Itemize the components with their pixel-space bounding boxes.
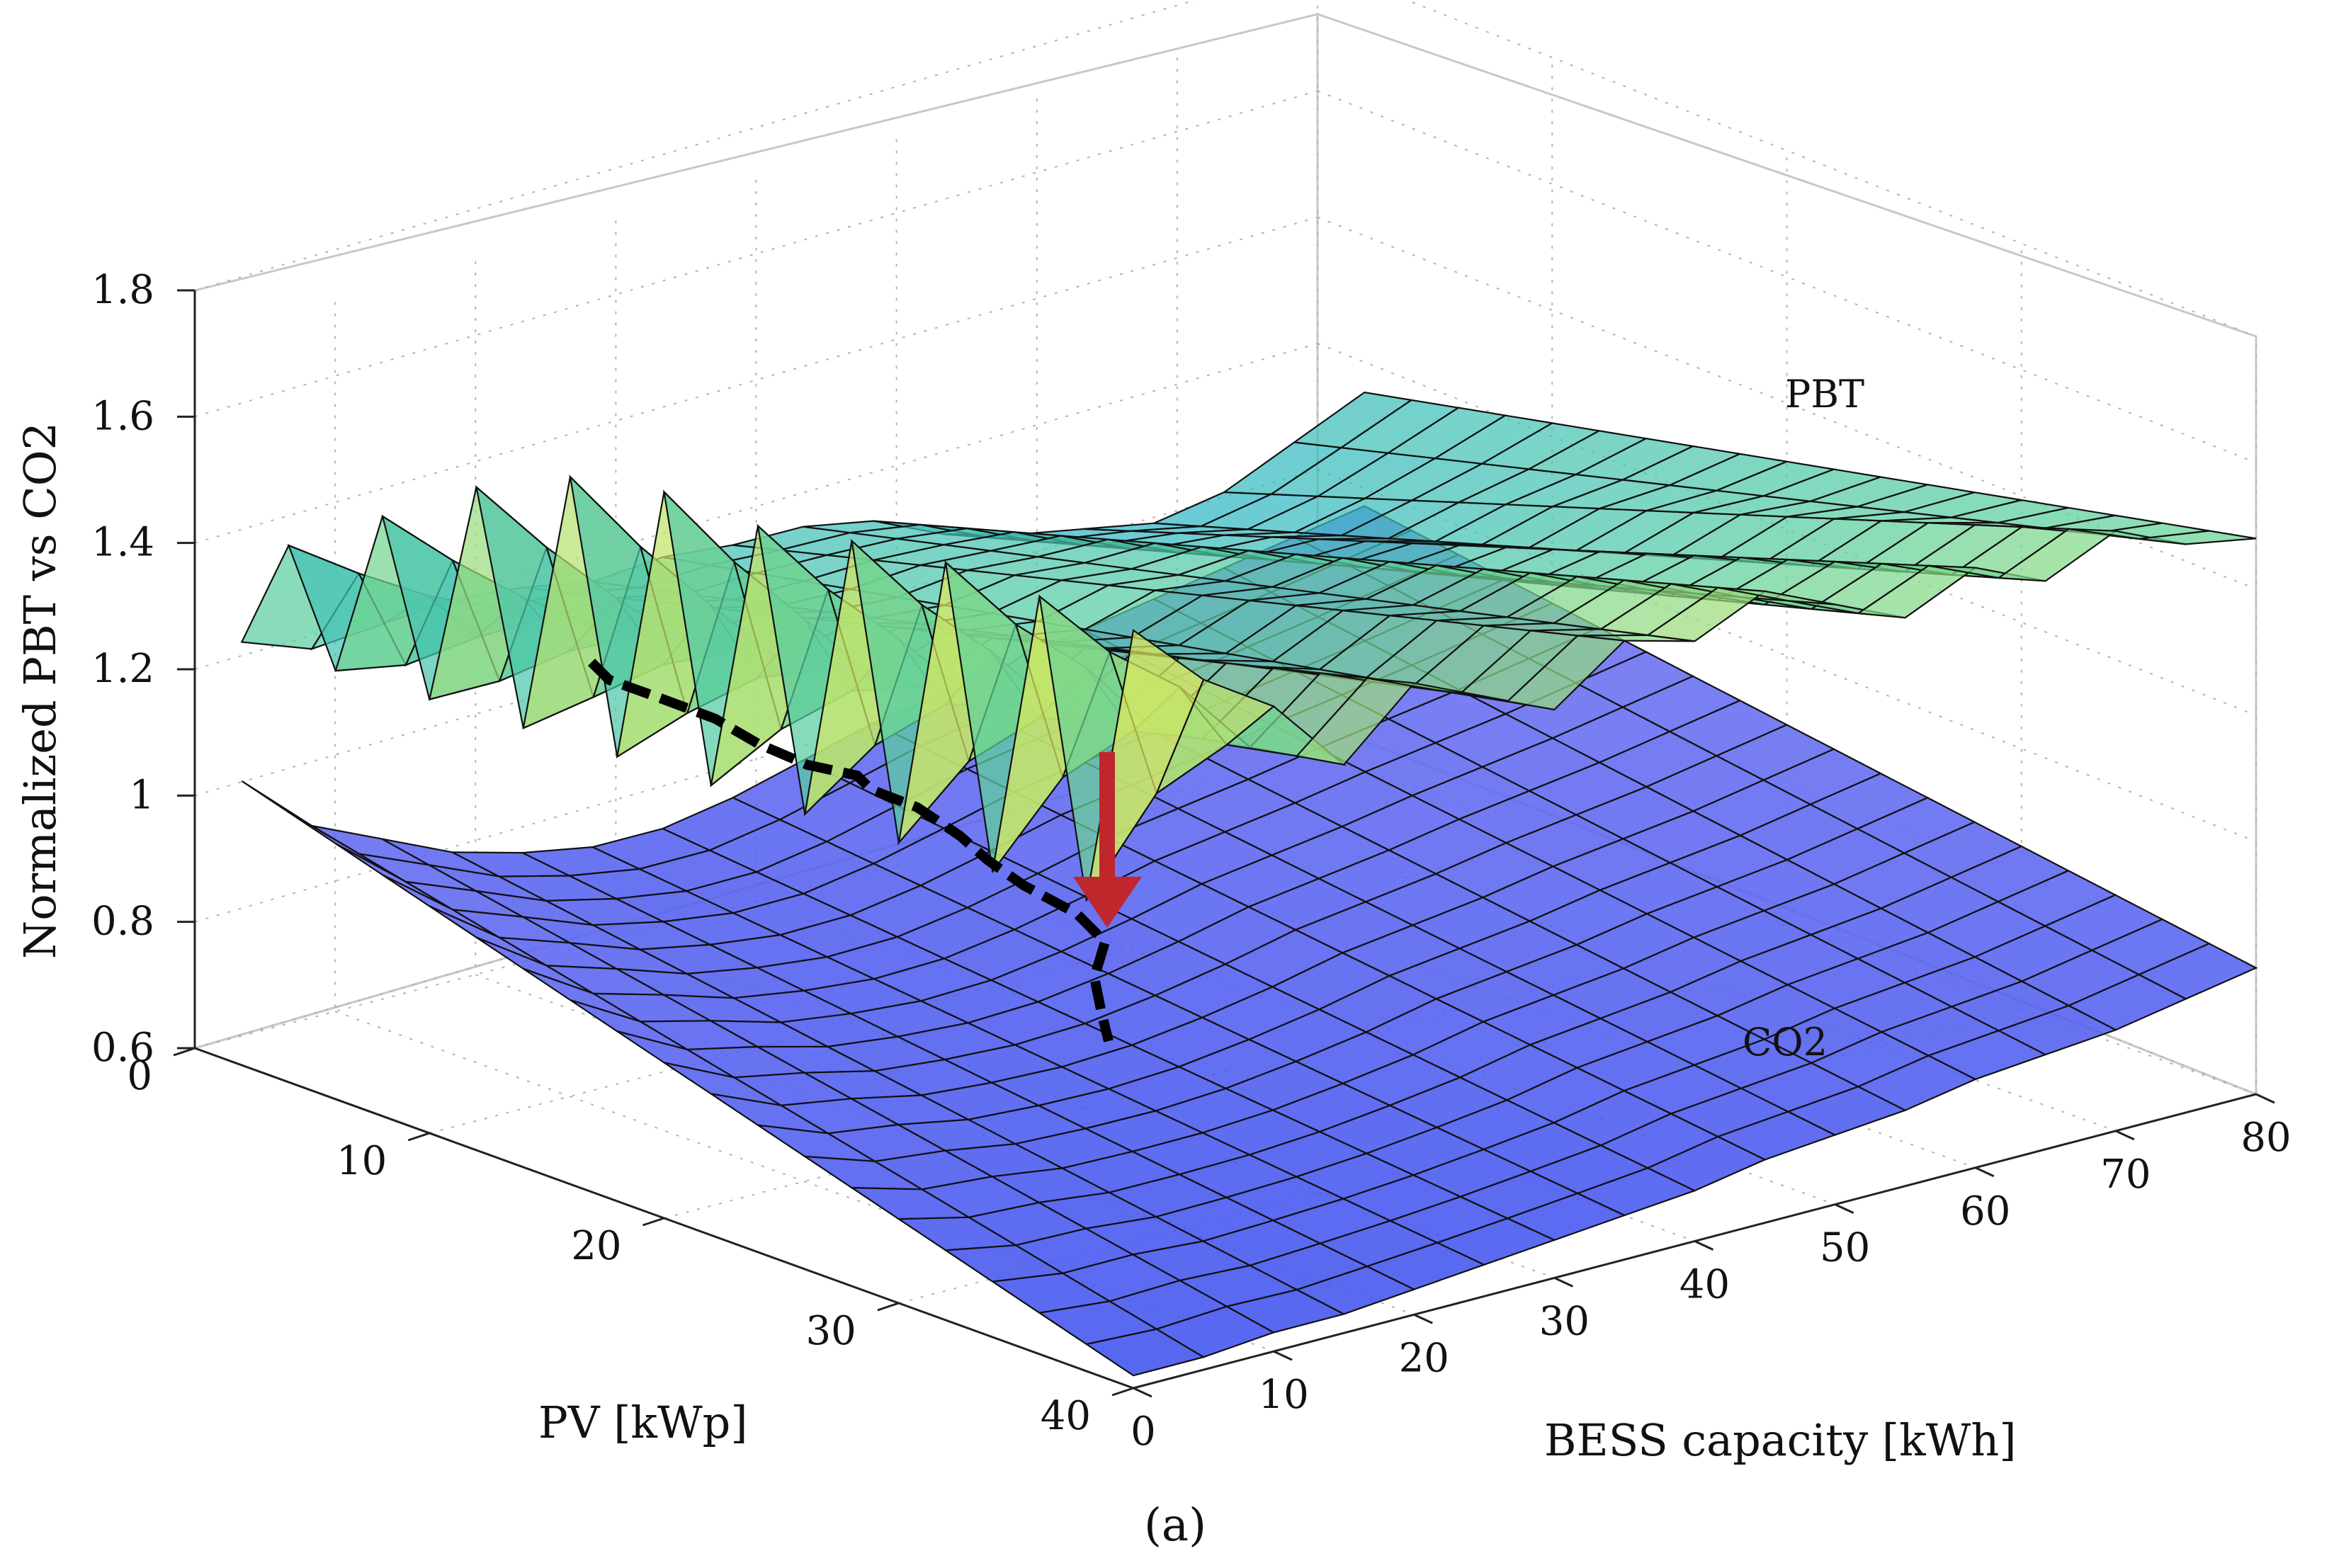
grid-line-z — [194, 90, 1318, 418]
grid-line-z — [194, 0, 1199, 291]
pv-tick-label: 10 — [336, 1138, 387, 1184]
pv-tick — [173, 1047, 196, 1057]
z-tick-label: 1.4 — [91, 520, 154, 566]
pv-axis-title: PV [kWp] — [538, 1397, 748, 1448]
bess-axis: 0 10 20 30 40 50 60 70 80 — [1131, 1093, 2291, 1455]
bess-tick-label: 10 — [1258, 1372, 1308, 1418]
grid-line-z — [194, 722, 1318, 1049]
z-axis: 0.6 0.8 1 1.2 1.4 1.6 1.8 — [91, 267, 196, 1071]
grid-line-z — [1317, 90, 2257, 464]
z-tick-label: 1.2 — [91, 646, 154, 692]
z-tick-label: 0.6 — [91, 1025, 154, 1071]
bess-tick — [2115, 1130, 2135, 1141]
pbt-surface-cell — [2138, 530, 2257, 545]
pv-tick-label: 40 — [1041, 1393, 1091, 1439]
bess-tick — [1694, 1240, 1714, 1251]
bess-tick-label: 70 — [2100, 1152, 2151, 1198]
z-tick-label: 1 — [129, 772, 154, 818]
grid-line-z — [194, 469, 1318, 797]
pv-tick — [642, 1217, 664, 1227]
bess-tick-label: 50 — [1820, 1225, 1870, 1271]
bess-tick — [1133, 1387, 1152, 1398]
pv-tick-label: 0 — [127, 1053, 152, 1099]
grid-line-z — [1317, 343, 2257, 716]
grid-line-z — [194, 216, 1318, 544]
pv-tick-label: 20 — [571, 1223, 621, 1269]
bess-tick — [2255, 1093, 2275, 1104]
red-arrow-shaft — [1099, 752, 1115, 883]
floor-grid-bess — [334, 1011, 1274, 1353]
grid-line-z — [1317, 469, 2257, 843]
z-tick-label: 1.8 — [91, 267, 154, 313]
co2-surface-cell — [2137, 943, 2258, 1000]
bess-tick-label: 40 — [1679, 1262, 1730, 1308]
pv-tick — [877, 1302, 900, 1312]
red-arrow — [1073, 752, 1142, 928]
pv-axis: 0 10 20 30 40 — [127, 1047, 1134, 1439]
optimum-dashed-path — [588, 659, 1114, 1043]
bess-tick — [1553, 1277, 1574, 1288]
z-tick-label: 0.8 — [91, 899, 154, 945]
bess-tick-label: 0 — [1131, 1409, 1156, 1455]
z-tick-label: 1.6 — [91, 393, 154, 439]
pv-tick — [407, 1132, 430, 1142]
bess-tick — [1273, 1350, 1293, 1361]
co2-label: CO2 — [1743, 1020, 1828, 1064]
bess-tick — [1413, 1313, 1433, 1324]
bess-tick-label: 60 — [1960, 1188, 2010, 1234]
z-axis-title: Normalized PBT vs CO2 — [14, 422, 66, 959]
bess-axis-title: BESS capacity [kWh] — [1544, 1414, 2017, 1466]
pv-tick-label: 30 — [805, 1308, 856, 1354]
red-arrow-head — [1073, 877, 1142, 928]
bess-tick-label: 80 — [2240, 1115, 2291, 1161]
figure-caption: (a) — [1144, 1499, 1206, 1552]
bess-tick — [1834, 1203, 1854, 1214]
grid-line-z — [1405, 0, 2257, 337]
pv-tick — [1111, 1387, 1134, 1397]
bess-tick-label: 30 — [1539, 1298, 1590, 1344]
pbt-label: PBT — [1785, 372, 1864, 416]
bess-tick — [1975, 1166, 1995, 1178]
bess-tick-label: 20 — [1399, 1335, 1449, 1381]
